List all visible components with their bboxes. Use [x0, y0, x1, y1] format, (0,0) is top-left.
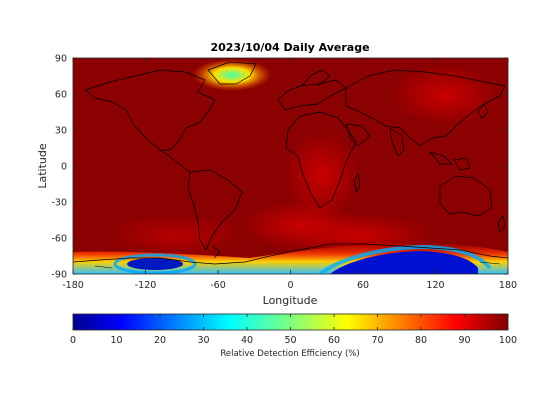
coast-fragments: [94, 261, 501, 269]
efficiency-ring-antarctic-west: [113, 253, 197, 274]
x-axis-ticks: -180 -120 -60 0 60 120 180: [62, 58, 517, 291]
x-tick-label: 180: [499, 280, 517, 291]
y-tick-label: 90: [55, 54, 67, 65]
y-tick-label: -90: [51, 270, 67, 281]
y-tick-label: -30: [51, 198, 67, 209]
x-tick-label: -120: [135, 280, 157, 291]
x-tick-label: -180: [62, 280, 84, 291]
x-tick-label: 0: [287, 280, 293, 291]
x-tick-label: 60: [357, 280, 369, 291]
map-plot-area: [73, 58, 508, 274]
efficiency-region-africa: [284, 130, 360, 220]
efficiency-region-asia: [390, 65, 500, 125]
colorbar-tick-label: 60: [328, 335, 340, 346]
y-tick-label: 60: [55, 90, 67, 101]
x-tick-label: 120: [426, 280, 444, 291]
colorbar-tick-label: 30: [197, 335, 209, 346]
colorbar-tick-label: 70: [371, 335, 383, 346]
efficiency-core-antarctic-east: [330, 251, 478, 274]
colorbar-tick-label: 40: [241, 335, 253, 346]
colorbar-tick-label: 50: [284, 335, 296, 346]
colorbar-ticks: 0 10 20 30 40 50 60 70 80 90 100: [70, 314, 517, 346]
colorbar-tick-label: 20: [154, 335, 166, 346]
efficiency-region-arctic: [192, 59, 272, 91]
colorbar-tick-label: 0: [70, 335, 76, 346]
colorbar-tick-label: 90: [458, 335, 470, 346]
y-tick-label: -60: [51, 234, 67, 245]
colorbar-label: Relative Detection Efficiency (%): [220, 349, 359, 359]
colorbar-tick-label: 80: [415, 335, 427, 346]
y-tick-label: 0: [61, 162, 67, 173]
map-title: 2023/10/04 Daily Average: [210, 41, 369, 54]
y-tick-label: 30: [55, 126, 67, 137]
coastlines: [73, 61, 508, 265]
colorbar-tick-label: 10: [110, 335, 122, 346]
y-axis-label: Latitude: [36, 143, 49, 189]
x-axis-label: Longitude: [263, 294, 318, 307]
colorbar-tick-label: 100: [499, 335, 517, 346]
efficiency-region-south-pacific: [105, 213, 245, 257]
efficiency-core-antarctic-west: [127, 258, 183, 270]
efficiency-ring-antarctic-east: [318, 244, 492, 274]
y-axis-ticks: 90 60 30 0 -30 -60 -90: [51, 54, 508, 281]
x-tick-label: -60: [210, 280, 226, 291]
